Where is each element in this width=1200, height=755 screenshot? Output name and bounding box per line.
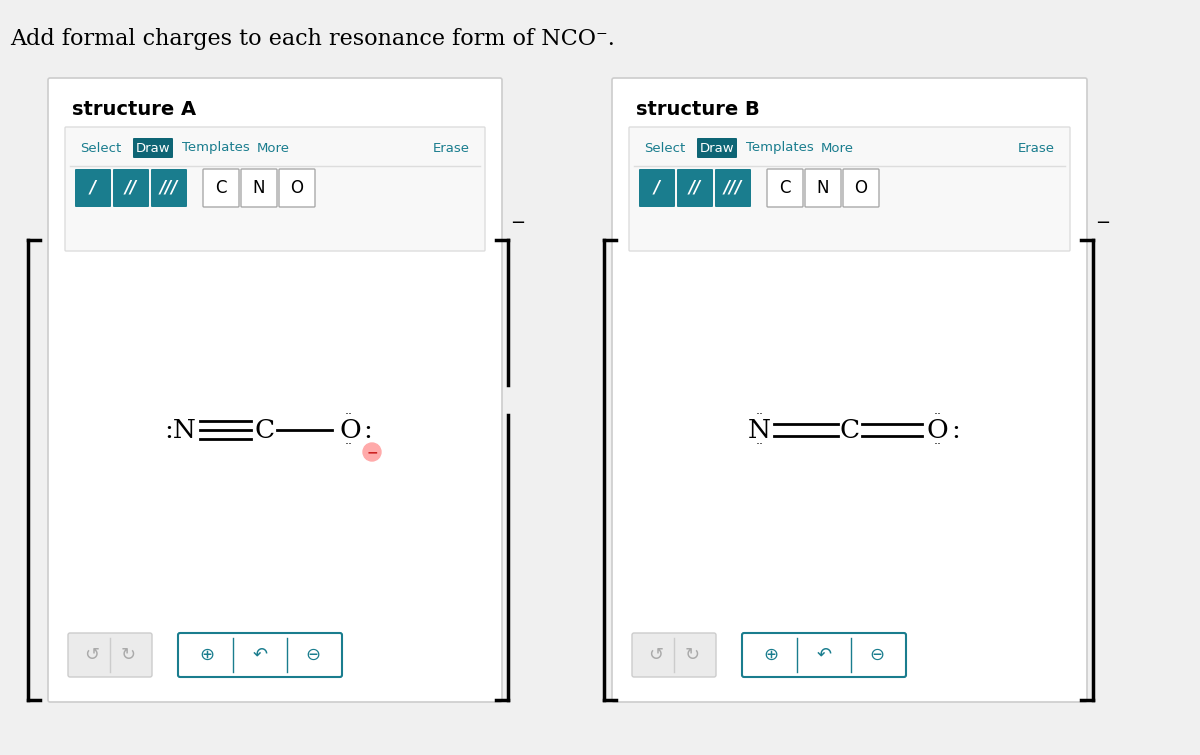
FancyBboxPatch shape <box>74 169 112 207</box>
Text: Draw: Draw <box>700 141 734 155</box>
Text: O: O <box>854 179 868 197</box>
Text: ↶: ↶ <box>816 646 832 664</box>
Text: :: : <box>364 418 372 442</box>
Text: More: More <box>257 141 290 155</box>
Text: ⊕: ⊕ <box>763 646 779 664</box>
Text: ///: /// <box>160 179 178 197</box>
Text: Erase: Erase <box>1018 141 1055 155</box>
FancyBboxPatch shape <box>629 127 1070 251</box>
Text: −: − <box>1096 214 1110 232</box>
Text: More: More <box>821 141 854 155</box>
FancyBboxPatch shape <box>640 169 674 207</box>
Text: ··: ·· <box>346 439 353 451</box>
Text: Select: Select <box>644 141 685 155</box>
FancyBboxPatch shape <box>48 78 502 702</box>
Text: ··: ·· <box>756 439 763 451</box>
Text: Templates: Templates <box>746 141 814 155</box>
Text: ⊖: ⊖ <box>870 646 884 664</box>
Text: O: O <box>290 179 304 197</box>
FancyBboxPatch shape <box>697 138 737 158</box>
Text: :: : <box>952 418 960 442</box>
FancyBboxPatch shape <box>767 169 803 207</box>
Text: ⊖: ⊖ <box>306 646 320 664</box>
Text: Erase: Erase <box>433 141 470 155</box>
Text: structure B: structure B <box>636 100 760 119</box>
FancyBboxPatch shape <box>151 169 187 207</box>
Text: −: − <box>366 445 378 459</box>
Text: ··: ·· <box>756 408 763 421</box>
FancyBboxPatch shape <box>113 169 149 207</box>
Text: ↻: ↻ <box>121 646 136 664</box>
Text: ↺: ↺ <box>84 646 100 664</box>
FancyBboxPatch shape <box>715 169 751 207</box>
FancyBboxPatch shape <box>203 169 239 207</box>
Text: C: C <box>215 179 227 197</box>
FancyBboxPatch shape <box>805 169 841 207</box>
Text: C: C <box>779 179 791 197</box>
Text: −: − <box>510 214 526 232</box>
Text: structure A: structure A <box>72 100 196 119</box>
Text: /: / <box>654 179 660 197</box>
Text: ⊕: ⊕ <box>199 646 215 664</box>
Text: ///: /// <box>724 179 742 197</box>
Text: ↻: ↻ <box>685 646 700 664</box>
FancyBboxPatch shape <box>68 633 152 677</box>
FancyBboxPatch shape <box>133 138 173 158</box>
Text: C: C <box>840 418 859 442</box>
Text: N: N <box>817 179 829 197</box>
Text: Add formal charges to each resonance form of NCO⁻.: Add formal charges to each resonance for… <box>10 28 614 50</box>
Text: Draw: Draw <box>136 141 170 155</box>
Text: :N: :N <box>164 418 196 442</box>
FancyBboxPatch shape <box>241 169 277 207</box>
Text: O: O <box>926 418 948 442</box>
Text: //: // <box>689 179 701 197</box>
Text: N: N <box>253 179 265 197</box>
FancyBboxPatch shape <box>612 78 1087 702</box>
Text: /: / <box>90 179 96 197</box>
Text: ↶: ↶ <box>252 646 268 664</box>
Text: ··: ·· <box>934 439 942 451</box>
FancyBboxPatch shape <box>842 169 878 207</box>
Text: ··: ·· <box>934 408 942 421</box>
FancyBboxPatch shape <box>178 633 342 677</box>
FancyBboxPatch shape <box>65 127 485 251</box>
Text: //: // <box>125 179 137 197</box>
Text: ↺: ↺ <box>648 646 664 664</box>
FancyBboxPatch shape <box>742 633 906 677</box>
FancyBboxPatch shape <box>278 169 314 207</box>
Text: O: O <box>340 418 361 442</box>
Text: N: N <box>748 418 772 442</box>
FancyBboxPatch shape <box>677 169 713 207</box>
FancyBboxPatch shape <box>632 633 716 677</box>
Text: ··: ·· <box>346 408 353 421</box>
Text: C: C <box>254 418 275 442</box>
Text: Templates: Templates <box>182 141 250 155</box>
Circle shape <box>364 443 382 461</box>
Text: Select: Select <box>80 141 121 155</box>
